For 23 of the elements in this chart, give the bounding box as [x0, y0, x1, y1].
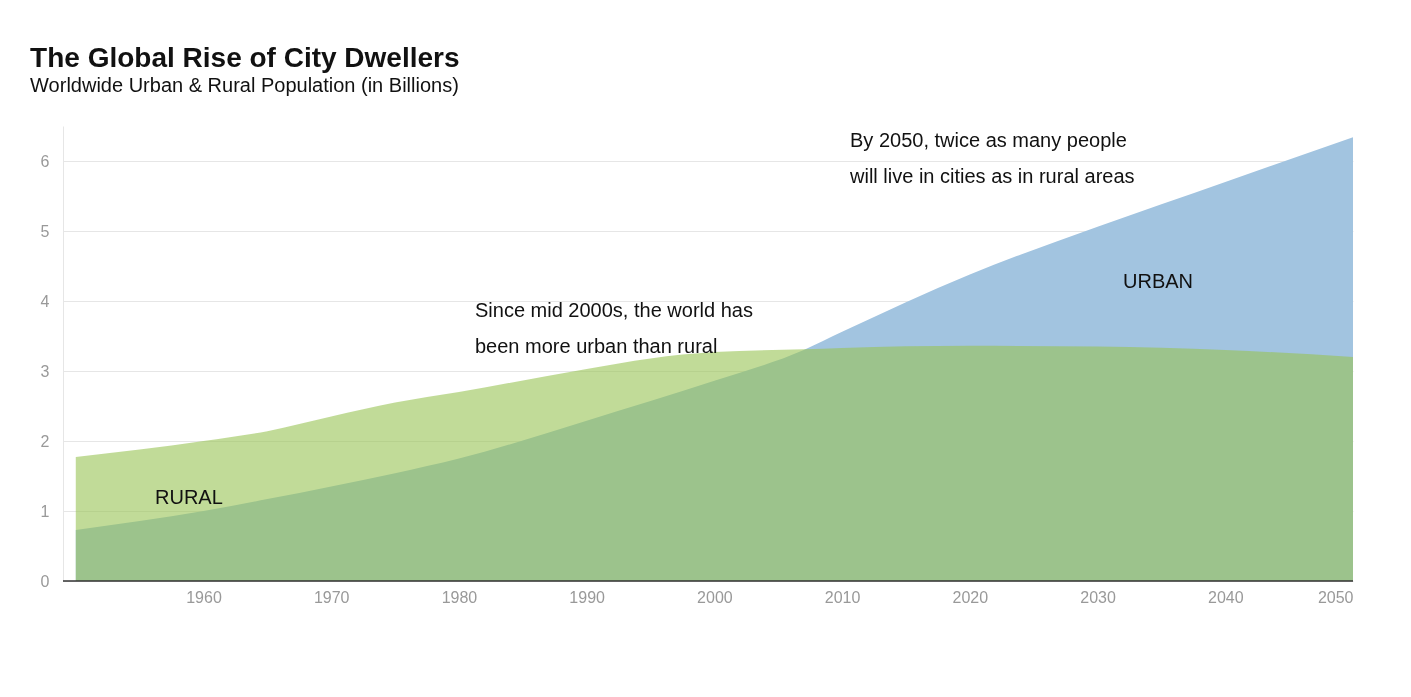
x-tick-label: 1980 [441, 588, 478, 606]
x-tick-label: 1960 [186, 588, 222, 606]
y-tick-label: 6 [40, 152, 50, 170]
chart-subtitle: Worldwide Urban & Rural Population (in Billions) [30, 74, 459, 96]
series-label: URBAN [1123, 270, 1194, 292]
x-tick-label: 2020 [952, 588, 989, 606]
y-tick-label: 4 [40, 292, 50, 310]
series-label: RURAL [155, 486, 223, 508]
x-tick-label: 2000 [697, 588, 733, 606]
x-tick-label: 2040 [1207, 588, 1244, 606]
chart-title: The Global Rise of City Dwellers [30, 42, 460, 73]
x-tick-label: 2010 [824, 588, 861, 606]
x-tick-label: 2050 [1317, 588, 1354, 606]
annotation: By 2050, twice as many people will live in cities as in rural areas [849, 129, 1135, 187]
y-tick-label: 2 [40, 432, 50, 450]
y-tick-label: 0 [40, 572, 50, 590]
y-tick-label: 3 [40, 362, 50, 380]
x-tick-label: 1970 [313, 588, 350, 606]
annotation: Since mid 2000s, the world has been more urban than rural [475, 299, 753, 357]
y-tick-label: 5 [40, 222, 50, 240]
x-tick-label: 2030 [1080, 588, 1116, 606]
x-tick-label: 1990 [569, 588, 606, 606]
y-tick-label: 1 [40, 502, 50, 520]
